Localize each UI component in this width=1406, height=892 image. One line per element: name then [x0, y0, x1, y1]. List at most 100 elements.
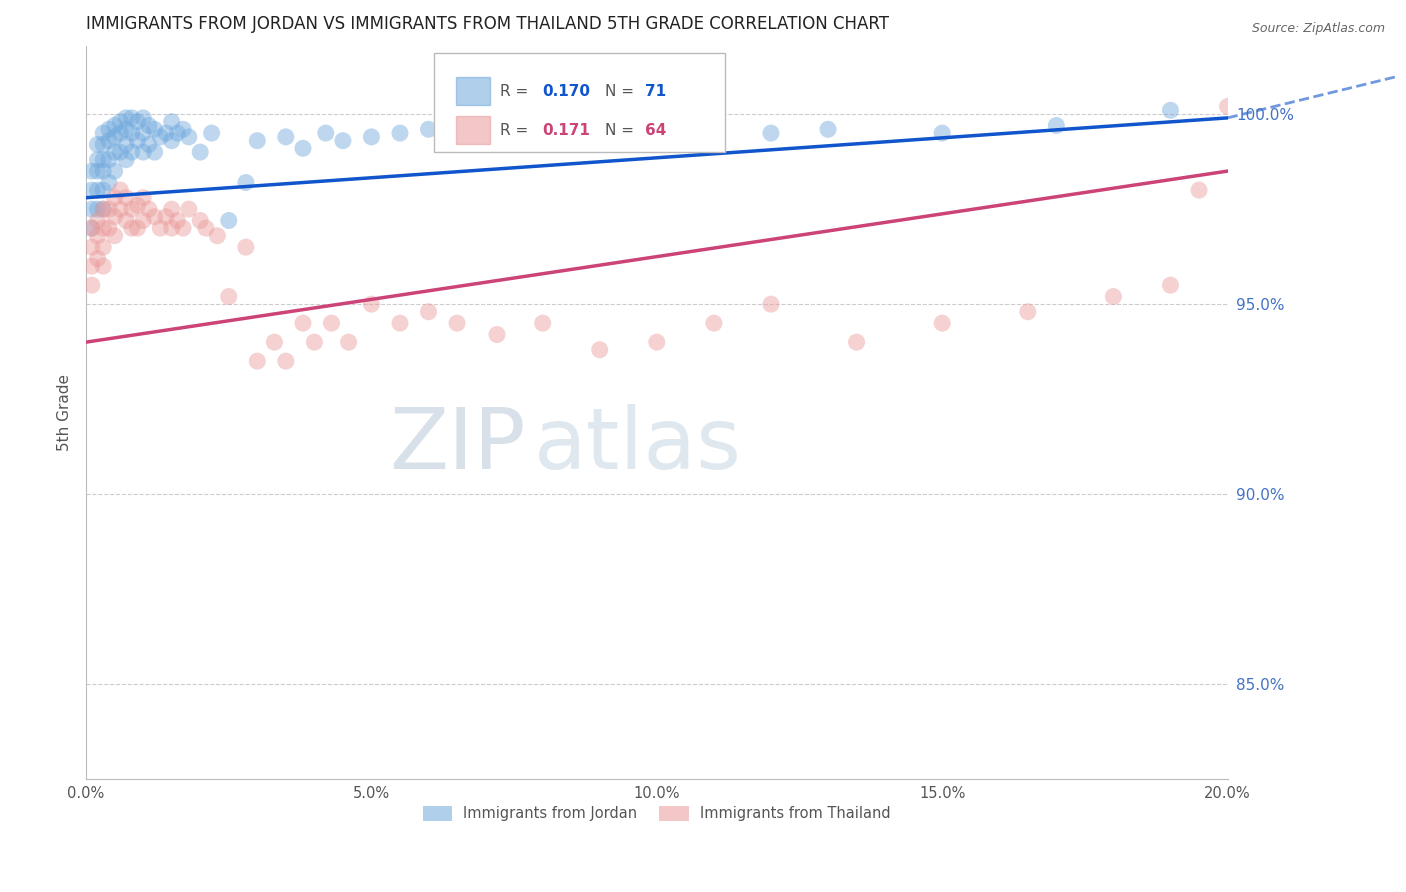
Point — [1159, 278, 1181, 293]
Point — [155, 210, 177, 224]
Point — [86, 153, 108, 167]
Point — [1216, 99, 1239, 113]
Point — [110, 145, 132, 160]
Point — [91, 259, 114, 273]
Point — [97, 153, 120, 167]
Point — [115, 191, 138, 205]
Point — [121, 145, 143, 160]
Point — [1045, 119, 1067, 133]
Text: Source: ZipAtlas.com: Source: ZipAtlas.com — [1251, 22, 1385, 36]
Point — [235, 240, 257, 254]
Point — [115, 111, 138, 125]
Point — [80, 221, 103, 235]
Point — [531, 126, 554, 140]
Point — [132, 191, 155, 205]
Point — [127, 198, 149, 212]
Point — [589, 343, 612, 357]
Point — [845, 335, 868, 350]
Point — [91, 221, 114, 235]
Text: 0.171: 0.171 — [543, 122, 591, 137]
Point — [149, 221, 172, 235]
Point — [446, 316, 468, 330]
Point — [132, 111, 155, 125]
FancyBboxPatch shape — [456, 116, 491, 144]
FancyBboxPatch shape — [434, 53, 725, 152]
Point — [172, 122, 194, 136]
Point — [188, 213, 211, 227]
Point — [104, 164, 127, 178]
Point — [121, 126, 143, 140]
Point — [138, 119, 160, 133]
Point — [177, 129, 200, 144]
Y-axis label: 5th Grade: 5th Grade — [58, 374, 72, 451]
Point — [759, 297, 782, 311]
Point — [80, 202, 103, 216]
Point — [121, 202, 143, 216]
Text: IMMIGRANTS FROM JORDAN VS IMMIGRANTS FROM THAILAND 5TH GRADE CORRELATION CHART: IMMIGRANTS FROM JORDAN VS IMMIGRANTS FRO… — [86, 15, 889, 33]
Point — [86, 252, 108, 266]
Point — [1188, 183, 1211, 197]
Point — [759, 126, 782, 140]
Point — [531, 316, 554, 330]
Point — [86, 202, 108, 216]
Point — [160, 114, 183, 128]
Text: N =: N = — [606, 84, 640, 99]
Legend: Immigrants from Jordan, Immigrants from Thailand: Immigrants from Jordan, Immigrants from … — [416, 800, 897, 827]
Text: ZIP: ZIP — [389, 404, 526, 487]
Point — [80, 221, 103, 235]
FancyBboxPatch shape — [456, 78, 491, 105]
Point — [218, 213, 240, 227]
Point — [127, 221, 149, 235]
Point — [274, 129, 297, 144]
Point — [97, 176, 120, 190]
Point — [104, 129, 127, 144]
Point — [931, 316, 953, 330]
Point — [172, 221, 194, 235]
Point — [110, 126, 132, 140]
Point — [703, 316, 725, 330]
Point — [110, 114, 132, 128]
Point — [104, 119, 127, 133]
Point — [80, 164, 103, 178]
Point — [418, 304, 440, 318]
Point — [121, 221, 143, 235]
Point — [80, 278, 103, 293]
Point — [645, 126, 668, 140]
Point — [589, 129, 612, 144]
Point — [817, 122, 839, 136]
Point — [143, 145, 166, 160]
Point — [149, 129, 172, 144]
Point — [274, 354, 297, 368]
Point — [138, 137, 160, 152]
Point — [86, 137, 108, 152]
Point — [91, 240, 114, 254]
Point — [86, 183, 108, 197]
Point — [110, 202, 132, 216]
Point — [1159, 103, 1181, 118]
Point — [91, 137, 114, 152]
Point — [104, 191, 127, 205]
Point — [97, 122, 120, 136]
Point — [177, 202, 200, 216]
Point — [194, 221, 217, 235]
Point — [132, 126, 155, 140]
Point — [201, 126, 224, 140]
Point — [91, 164, 114, 178]
Point — [388, 126, 411, 140]
Point — [91, 153, 114, 167]
Point — [1102, 289, 1125, 303]
Point — [104, 228, 127, 243]
Point — [80, 240, 103, 254]
Point — [104, 210, 127, 224]
Point — [291, 141, 314, 155]
Point — [138, 202, 160, 216]
Point — [315, 126, 337, 140]
Point — [91, 202, 114, 216]
Point — [703, 119, 725, 133]
Point — [263, 335, 285, 350]
Text: 64: 64 — [645, 122, 666, 137]
Point — [388, 316, 411, 330]
Point — [360, 129, 382, 144]
Point — [115, 213, 138, 227]
Point — [115, 153, 138, 167]
